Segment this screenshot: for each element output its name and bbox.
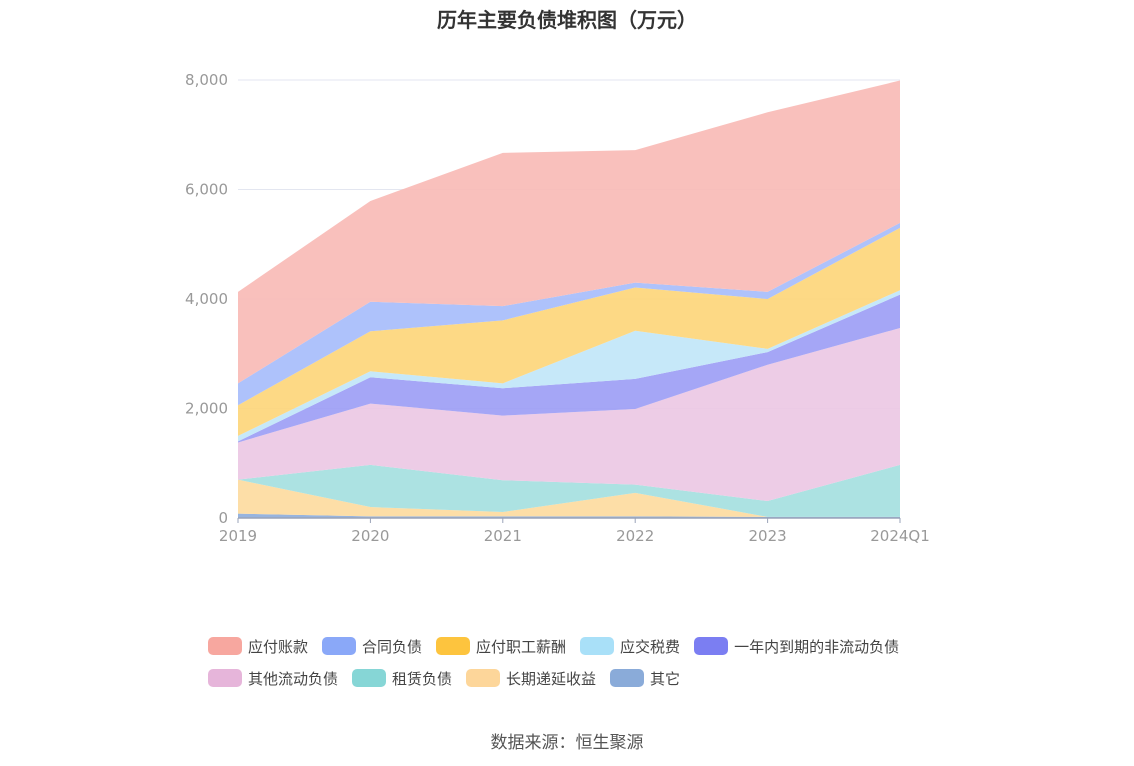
legend-item[interactable]: 一年内到期的非流动负债 bbox=[694, 636, 899, 657]
legend-swatch bbox=[694, 637, 729, 655]
legend-label: 长期递延收益 bbox=[506, 669, 597, 688]
legend-item[interactable]: 长期递延收益 bbox=[466, 668, 596, 689]
legend-label: 一年内到期的非流动负债 bbox=[734, 637, 900, 656]
x-tick-label: 2023 bbox=[749, 527, 787, 545]
legend-swatch bbox=[466, 669, 501, 687]
legend-swatch bbox=[352, 669, 387, 687]
legend-label: 其它 bbox=[650, 669, 681, 688]
legend-row-2: 其他流动负债 租赁负债 长期递延收益 其它 bbox=[208, 662, 968, 694]
area-series-layer bbox=[238, 80, 900, 518]
area-series-一年内到期的非流动负债 bbox=[238, 294, 900, 443]
y-tick-label: 2,000 bbox=[185, 400, 228, 418]
area-series-其它 bbox=[238, 513, 900, 518]
x-tick-label: 2020 bbox=[351, 527, 389, 545]
legend-label: 租赁负债 bbox=[392, 669, 453, 688]
legend-swatch bbox=[322, 637, 357, 655]
legend-item[interactable]: 应交税费 bbox=[580, 636, 680, 657]
y-tick-label: 4,000 bbox=[185, 290, 228, 308]
legend-label: 其他流动负债 bbox=[248, 669, 339, 688]
x-tick-label: 2019 bbox=[219, 527, 257, 545]
chart-title: 历年主要负债堆积图（万元） bbox=[437, 8, 697, 32]
x-tick-label: 2024Q1 bbox=[870, 527, 930, 545]
legend-swatch bbox=[436, 637, 471, 655]
area-series-应交税费 bbox=[238, 290, 900, 442]
legend-swatch bbox=[208, 669, 242, 687]
area-series-合同负债 bbox=[238, 222, 900, 406]
legend-item[interactable]: 应付账款 bbox=[208, 636, 308, 657]
y-tick-label: 6,000 bbox=[185, 181, 228, 199]
legend-item[interactable]: 合同负债 bbox=[322, 636, 422, 657]
y-tick-label: 0 bbox=[218, 509, 228, 527]
legend-label: 应交税费 bbox=[620, 637, 681, 656]
legend-swatch bbox=[208, 637, 242, 655]
axes: 0 2,000 4,000 6,000 8,000 2019 2020 2021 2022 202… bbox=[185, 71, 930, 545]
area-series-应付职工薪酬 bbox=[238, 227, 900, 436]
x-tick-label: 2021 bbox=[484, 527, 522, 545]
area-series-租赁负债 bbox=[238, 464, 900, 517]
legend-label: 合同负债 bbox=[362, 637, 423, 656]
y-tick-label: 8,000 bbox=[185, 71, 228, 89]
legend-item[interactable]: 租赁负债 bbox=[352, 668, 452, 689]
legend-item[interactable]: 应付职工薪酬 bbox=[436, 636, 566, 657]
area-series-其他流动负债 bbox=[238, 328, 900, 502]
legend-label: 应付职工薪酬 bbox=[476, 637, 567, 656]
legend: 应付账款 合同负债 应付职工薪酬 应交税费 一年内到期的非流动负债 其他流动负债 租赁负债… bbox=[208, 630, 968, 694]
legend-swatch bbox=[580, 637, 615, 655]
area-series-长期递延收益 bbox=[238, 479, 900, 517]
legend-item[interactable]: 其他流动负债 bbox=[208, 668, 338, 689]
legend-swatch bbox=[610, 669, 645, 687]
area-series-应付账款 bbox=[238, 80, 900, 384]
legend-label: 应付账款 bbox=[248, 637, 309, 656]
legend-item[interactable]: 其它 bbox=[610, 668, 680, 689]
x-tick-label: 2022 bbox=[616, 527, 654, 545]
data-source-note: 数据来源：恒生聚源 bbox=[490, 733, 644, 753]
legend-row-1: 应付账款 合同负债 应付职工薪酬 应交税费 一年内到期的非流动负债 bbox=[208, 630, 968, 662]
